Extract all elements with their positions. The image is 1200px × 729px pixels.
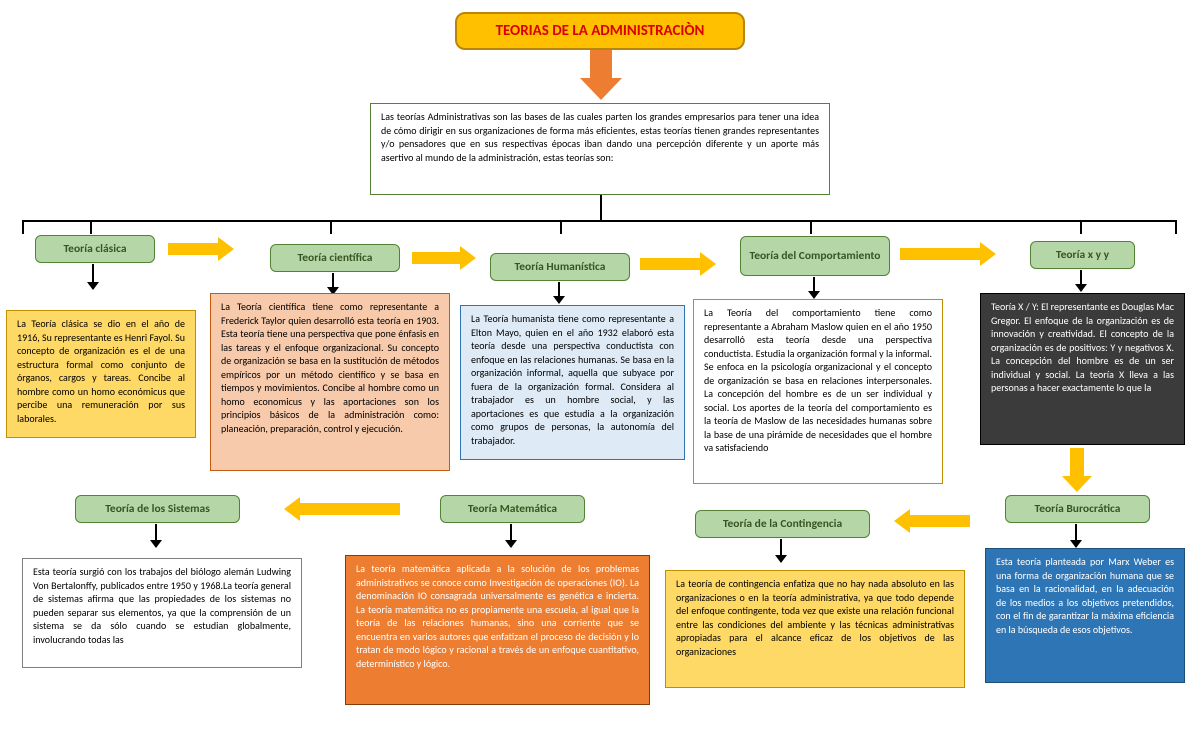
ya2h <box>460 246 476 270</box>
label-human: Teoría Humanística <box>490 253 630 281</box>
label-buro: Teoría Burocrática <box>1005 495 1150 523</box>
yd1 <box>1070 448 1084 476</box>
d4 <box>813 277 815 291</box>
cap-l <box>22 220 24 234</box>
yl2h <box>894 509 910 533</box>
d5h <box>1075 284 1087 292</box>
label-sistemas-text: Teoría de los Sistemas <box>105 502 210 516</box>
tick1 <box>90 220 92 234</box>
box-human-text: La Teoría humanista tiene como represent… <box>471 312 674 447</box>
d3 <box>558 282 560 296</box>
label-comp: Teoría del Comportamiento <box>740 236 890 276</box>
box-conting-text: La teoría de contingencia enfatiza que n… <box>676 577 954 658</box>
title-text: TEORIAS DE LA ADMINISTRACIÒN <box>496 22 705 40</box>
label-matem-text: Teoría Matemática <box>468 502 557 516</box>
intro-box: Las teorías Administrativas son las base… <box>370 103 830 195</box>
ya1h <box>218 237 234 261</box>
dd2h <box>505 540 517 548</box>
yd1h <box>1062 476 1092 492</box>
arrow-title-to-intro <box>590 50 612 80</box>
label-matem: Teoría Matemática <box>440 495 585 523</box>
box-conting: La teoría de contingencia enfatiza que n… <box>665 570 965 688</box>
dd2 <box>510 524 512 540</box>
label-cientif-text: Teoría científica <box>298 251 373 265</box>
cap-r <box>1175 220 1177 234</box>
label-human-text: Teoría Humanística <box>515 260 606 274</box>
yl1h <box>284 497 300 521</box>
ya3 <box>640 258 700 270</box>
label-xy: Teoría x y y <box>1030 241 1135 269</box>
label-xy-text: Teoría x y y <box>1056 248 1109 262</box>
ya4 <box>900 248 980 260</box>
d2 <box>332 273 334 287</box>
intro-text: Las teorías Administrativas son las base… <box>381 110 819 164</box>
box-xy: Teoría X / Y: El representante es Dougla… <box>980 293 1185 445</box>
d1 <box>92 264 94 282</box>
yl2 <box>910 515 970 527</box>
d3h <box>553 296 565 304</box>
dd4h <box>1070 540 1082 548</box>
box-human: La Teoría humanista tiene como represent… <box>460 305 685 460</box>
dd1h <box>150 540 162 548</box>
tick3 <box>560 220 562 234</box>
ya3h <box>700 252 716 276</box>
box-cientif-text: La Teoría científica tiene como represen… <box>221 300 439 435</box>
box-comp: La Teoría del comportamiento tiene como … <box>693 299 943 484</box>
label-sistemas: Teoría de los Sistemas <box>75 495 240 523</box>
dd3h <box>775 555 787 563</box>
tick5 <box>1080 220 1082 234</box>
arrow-title-to-intro-head <box>580 78 622 100</box>
label-cientif: Teoría científica <box>270 244 400 272</box>
connector-horizontal <box>22 220 1177 222</box>
dd1 <box>155 524 157 540</box>
tick4 <box>810 220 812 234</box>
box-xy-text: Teoría X / Y: El representante es Dougla… <box>991 300 1174 394</box>
diagram-title: TEORIAS DE LA ADMINISTRACIÒN <box>455 12 745 50</box>
tick2 <box>330 220 332 234</box>
label-clasica-text: Teoría clásica <box>63 242 126 256</box>
d4h <box>808 291 820 299</box>
box-clasica: La Teoría clásica se dio en el año de 19… <box>6 310 196 438</box>
box-matem: La teoría matemática aplicada a la soluc… <box>345 555 650 705</box>
box-matem-text: La teoría matemática aplicada a la soluc… <box>356 562 639 670</box>
ya4h <box>980 242 996 266</box>
ya2 <box>412 252 460 264</box>
ya1 <box>168 243 218 255</box>
box-sistemas: Esta teoría surgió con los trabajos del … <box>22 558 302 668</box>
label-conting: Teoría de la Contingencia <box>695 510 870 538</box>
box-buro-text: Esta teoría planteada por Marx Weber es … <box>996 555 1174 636</box>
label-buro-text: Teoría Burocrática <box>1035 502 1121 516</box>
label-comp-text: Teoría del Comportamiento <box>750 249 881 263</box>
box-sistemas-text: Esta teoría surgió con los trabajos del … <box>33 565 291 646</box>
dd4 <box>1075 524 1077 540</box>
d1h <box>87 282 99 290</box>
d5 <box>1080 270 1082 284</box>
box-buro: Esta teoría planteada por Marx Weber es … <box>985 548 1185 683</box>
box-comp-text: La Teoría del comportamiento tiene como … <box>704 306 932 454</box>
label-conting-text: Teoría de la Contingencia <box>723 517 842 531</box>
connector-stem <box>600 195 602 220</box>
label-clasica: Teoría clásica <box>35 235 155 263</box>
dd3 <box>780 539 782 555</box>
box-clasica-text: La Teoría clásica se dio en el año de 19… <box>17 317 185 425</box>
box-cientif: La Teoría científica tiene como represen… <box>210 293 450 471</box>
yl1 <box>300 503 400 515</box>
